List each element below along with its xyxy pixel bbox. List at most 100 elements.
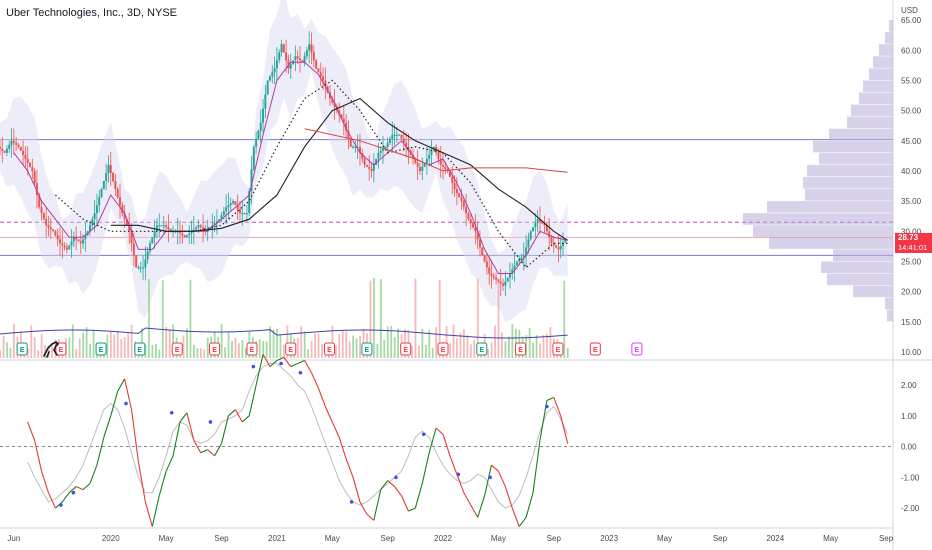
volume-ma-line (0, 327, 568, 339)
volume-bar (296, 338, 299, 358)
candle-body (382, 148, 385, 151)
volume-bar (452, 324, 455, 358)
earnings-marker (55, 342, 67, 356)
candle-body (358, 146, 361, 153)
candle-body (543, 223, 546, 226)
candle-body (167, 227, 170, 230)
earnings-marker (246, 342, 258, 356)
volume-bar (487, 348, 490, 358)
candle-body (356, 146, 359, 148)
dinosaur-logo-icon (43, 341, 60, 358)
candle-body (42, 213, 45, 220)
candle-body (130, 231, 133, 244)
volume-bar (9, 347, 12, 358)
candle-body (213, 223, 216, 226)
price-tick-label: 55.00 (901, 76, 922, 85)
oscillator-segment (234, 409, 243, 423)
volume-bar (549, 326, 552, 358)
candle-body (82, 239, 85, 244)
volume-bar (186, 328, 188, 358)
candle-body (365, 164, 368, 167)
candle-body (308, 44, 311, 51)
earnings-marker-label: E (593, 347, 598, 354)
volume-profile-bar (853, 285, 893, 298)
volume-bar (528, 327, 531, 358)
candle-body (490, 273, 493, 276)
candle-body (305, 50, 308, 57)
oscillator-segment (290, 363, 298, 368)
earnings-marker (515, 342, 527, 356)
candle-body (93, 213, 96, 220)
time-tick-label: Sep (214, 534, 229, 543)
earnings-marker (134, 342, 146, 356)
candle-body (257, 130, 260, 139)
oscillator-layer (0, 354, 893, 527)
volume-profile-bar (743, 213, 893, 225)
volume-bar (172, 324, 175, 358)
volume-bar (13, 324, 15, 358)
candle-body (423, 162, 426, 167)
volume-bar (189, 280, 192, 358)
volume-bar (414, 278, 417, 358)
volume-bar (566, 348, 569, 358)
oscillator-segment (200, 449, 208, 454)
oscillator-segment (117, 378, 126, 392)
last-price-label: 28.73 (898, 233, 919, 242)
price-tick-label: 25.00 (901, 257, 922, 266)
oscillator-segment (401, 495, 409, 512)
candle-body (45, 219, 48, 226)
volume-bar (116, 330, 119, 358)
oscillator-segment (55, 501, 63, 509)
time-tick-label: 2021 (268, 534, 286, 543)
volume-bar (106, 334, 109, 358)
volume-bar (504, 341, 507, 358)
volume-bar (463, 329, 465, 358)
candle-body (58, 239, 61, 244)
candle-body (455, 189, 458, 194)
candle-body (296, 56, 299, 59)
volume-profile-layer (743, 20, 893, 322)
oscillator-segment (525, 492, 534, 518)
volume-bar (418, 345, 420, 358)
oscillator-segment (449, 455, 458, 475)
candle-body (190, 231, 193, 234)
oscillator-segment (283, 357, 292, 367)
candle-body (564, 239, 567, 243)
oscillator-segment (172, 421, 181, 456)
volume-profile-bar (769, 237, 893, 249)
oscillator-tick-label: -1.00 (901, 473, 920, 482)
candle-body (234, 201, 237, 206)
volume-profile-bar (869, 68, 893, 80)
candle-body (559, 245, 562, 250)
candle-body (529, 231, 532, 240)
volume-bar (92, 330, 95, 358)
volume-bar (120, 339, 123, 358)
earnings-marker (476, 342, 488, 356)
volume-bar (158, 349, 161, 358)
candle-body (280, 44, 283, 53)
time-tick-label: Sep (547, 534, 562, 543)
candle-body (38, 195, 41, 208)
oscillator-segment (269, 360, 278, 368)
oscillator-segment (68, 486, 77, 494)
bollinger-band (0, 0, 568, 322)
candle-body (502, 283, 505, 286)
candle-body (379, 150, 382, 153)
volume-bar (258, 339, 261, 358)
candle-body (515, 261, 518, 266)
oscillator-segment (262, 354, 271, 367)
oscillator-segment (248, 384, 257, 416)
oscillator-tick-label: 2.00 (901, 381, 917, 390)
volume-bar (148, 278, 150, 358)
candle-body (88, 225, 91, 232)
candle-body (391, 134, 394, 139)
oscillator-segment (345, 458, 354, 478)
price-tick-label: 10.00 (901, 348, 922, 357)
candle-body (370, 168, 373, 171)
oscillator-segment (394, 486, 402, 497)
volume-bar (151, 344, 154, 358)
volume-bar (113, 334, 116, 358)
candle-body (3, 150, 6, 153)
oscillator-segment (470, 504, 479, 518)
